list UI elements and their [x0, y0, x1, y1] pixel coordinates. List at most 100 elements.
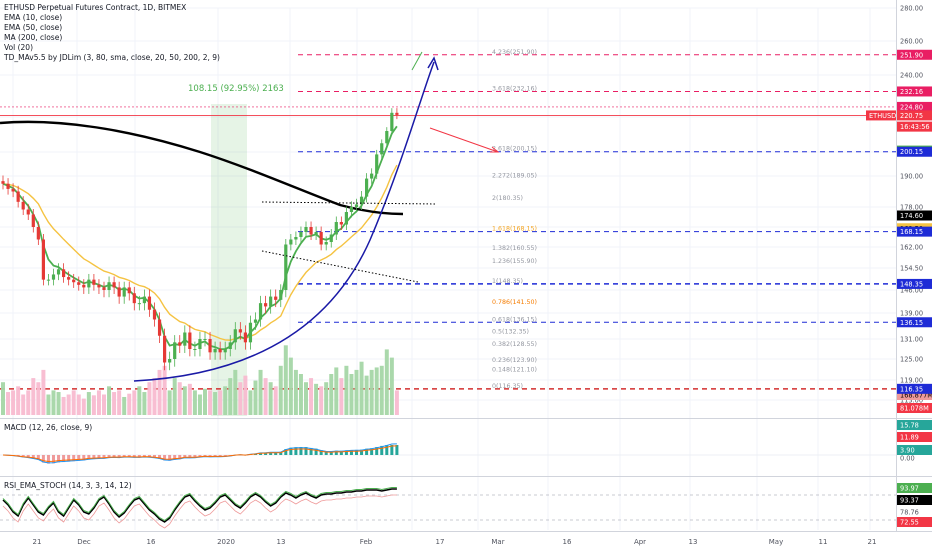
price-tag-bg — [897, 49, 932, 60]
macd-hist — [188, 455, 192, 459]
macd-hist — [52, 455, 55, 464]
macd-hist — [319, 450, 323, 455]
macd-legend[interactable]: MACD (12, 26, close, 9) — [4, 423, 93, 432]
candle-body — [132, 293, 136, 304]
volume-bar — [394, 390, 399, 415]
price-tag: 168.877M — [900, 392, 932, 400]
fib-label: 0.5(132.35) — [492, 329, 529, 336]
volume-bar — [344, 365, 349, 415]
volume-bar — [192, 390, 197, 415]
fib-levels: 4.236(251.90) 3.618(232.16) 2.618(200.15) 2… — [0, 49, 896, 390]
candle-body — [395, 112, 399, 115]
fib-label: 1.618(168.15) — [492, 226, 537, 233]
price-tag-bg — [897, 101, 932, 112]
macd-hist — [334, 450, 338, 455]
macd-hist — [324, 451, 328, 455]
macd-hist — [72, 455, 76, 462]
candle-body — [385, 131, 389, 144]
legend-ma200[interactable]: MA (200, close) — [4, 33, 63, 42]
candle-body — [11, 188, 15, 192]
macd-hist — [102, 455, 106, 459]
price-tag: 224.80 — [900, 103, 923, 111]
fib-label: 1.382(160.55) — [492, 245, 537, 252]
volume-bar — [107, 386, 112, 415]
macd-hist — [329, 451, 333, 455]
macd-hist — [309, 447, 313, 455]
legend-ema50[interactable]: EMA (50, close) — [4, 23, 63, 32]
candle-body — [344, 212, 348, 225]
volume-bar — [233, 369, 238, 415]
volume-bar — [238, 382, 243, 415]
price-tag: 16:43:56 — [900, 123, 930, 131]
volume-bar — [354, 369, 359, 415]
volume-bar — [76, 394, 81, 415]
price-tag: 81.078M — [900, 405, 929, 413]
price-tag: 168.15 — [900, 228, 923, 236]
macd-pane — [0, 418, 932, 464]
volume-bar — [152, 378, 157, 415]
macd-hist — [289, 447, 293, 455]
legend-tdma[interactable]: TD_MAv5.5 by JDLim (3, 80, sma, close, 2… — [4, 53, 220, 62]
candle-body — [264, 303, 268, 307]
time-tick: 17 — [436, 538, 445, 546]
fib-label: 1(148.35) — [492, 278, 523, 285]
candle-body — [365, 178, 369, 197]
candle-body — [168, 359, 172, 363]
candle-body — [41, 239, 45, 280]
price-tag-bg — [897, 86, 932, 97]
volume-bar — [157, 369, 162, 415]
price-tag-bg — [897, 146, 932, 157]
candle-body — [233, 329, 237, 343]
move-annotation: 108.15 (92.95%) 2163 — [188, 84, 284, 94]
macd-hist — [385, 445, 389, 455]
macd-hist — [163, 455, 167, 461]
fib-label: 4.236(251.90) — [492, 49, 537, 56]
macd-hist — [87, 455, 91, 460]
price-tag-bg — [897, 383, 932, 394]
macd-hist — [117, 455, 121, 458]
candle-body — [203, 339, 207, 340]
macd-hist — [107, 455, 111, 458]
candle-body — [107, 282, 111, 290]
candle-body — [72, 279, 76, 283]
volume-bar — [81, 398, 86, 415]
volume-bar — [248, 390, 253, 415]
rsi-pane — [0, 476, 932, 529]
macd-hist — [173, 455, 177, 460]
volume-bar — [132, 390, 137, 415]
price-tick: 280.00 — [900, 5, 923, 13]
price-tag-bg — [897, 317, 932, 328]
macd-hist — [269, 452, 273, 455]
volume-bar — [319, 386, 324, 415]
macd-hist — [355, 449, 358, 455]
candle-body — [228, 342, 232, 349]
candle-body — [309, 227, 313, 235]
candle-body — [193, 349, 197, 350]
time-tick: Apr — [634, 538, 646, 546]
macd-hist — [274, 452, 278, 455]
volume-bar — [147, 382, 152, 415]
legend-vol[interactable]: Vol (20) — [4, 43, 34, 52]
price-tag: 116.35 — [900, 385, 923, 393]
candle-body — [243, 332, 247, 343]
macd-tick: 0.00 — [900, 455, 915, 463]
volume-bar — [228, 378, 233, 415]
candle-body — [6, 183, 10, 189]
candle-body — [339, 222, 343, 225]
volume-bar — [1, 382, 5, 415]
volume-bar — [187, 383, 192, 415]
macd-hist — [57, 455, 61, 463]
legend-ema10[interactable]: EMA (10, close) — [4, 13, 63, 22]
macd-hist — [142, 455, 146, 458]
macd-hist — [294, 447, 298, 455]
volume-bar — [203, 388, 207, 415]
rsi-tick: 78.76 — [900, 509, 919, 517]
candle-body — [97, 284, 101, 288]
candle-body — [208, 339, 212, 353]
macd-hist — [339, 450, 343, 455]
rsi-legend[interactable]: RSI_EMA_STOCH (14, 3, 3, 14, 12) — [4, 481, 132, 490]
macd-hist — [137, 455, 141, 458]
macd-hist — [147, 455, 151, 458]
fib-label: 2.618(200.15) — [492, 146, 537, 153]
